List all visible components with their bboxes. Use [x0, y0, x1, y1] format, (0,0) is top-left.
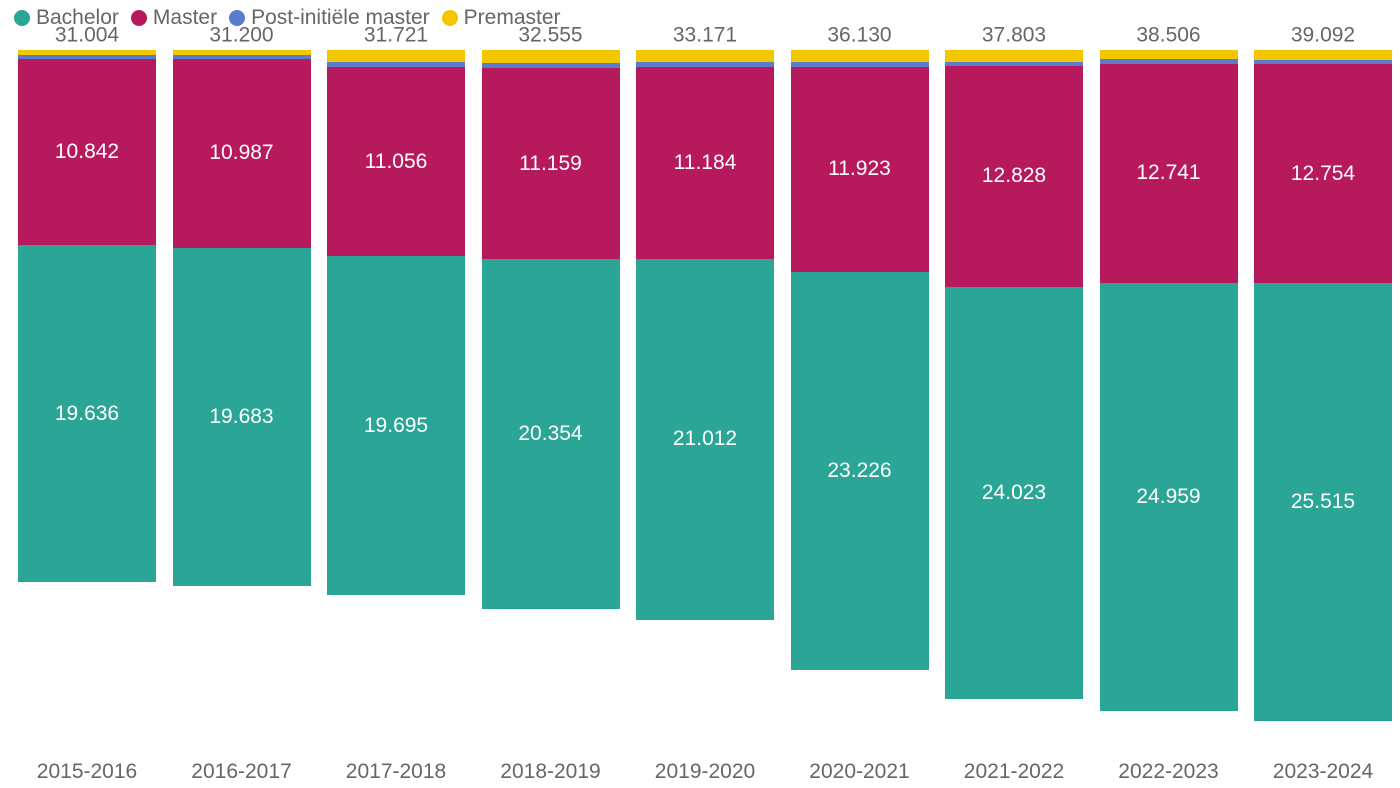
bar-segment[interactable]: 23.226	[791, 272, 929, 671]
bar-segment[interactable]	[1100, 59, 1238, 63]
bar-total-label: 36.130	[827, 24, 891, 48]
bars-row: 31.00419.63610.84231.20019.68310.98731.7…	[18, 50, 1392, 754]
segment-value-label: 21.012	[673, 427, 737, 451]
bar-stack[interactable]: 19.695 11.056	[327, 50, 465, 595]
segment-value-label: 19.683	[209, 405, 273, 429]
bar-segment[interactable]	[945, 62, 1083, 67]
segment-value-label: 12.828	[982, 164, 1046, 188]
bar-stack[interactable]: 24.959 12.741	[1100, 50, 1238, 711]
bar-segment[interactable]	[18, 50, 156, 55]
bar-segment[interactable]	[1100, 50, 1238, 59]
segment-value-label: 10.842	[55, 140, 119, 164]
bar-segment[interactable]	[1254, 60, 1392, 64]
bar-group: 37.80324.02312.828	[945, 50, 1083, 754]
bar-stack[interactable]: 24.023 12.828	[945, 50, 1083, 699]
segment-value-label: 23.226	[827, 459, 891, 483]
bar-stack[interactable]: 23.226 11.923	[791, 50, 929, 670]
segment-value-label: 10.987	[209, 141, 273, 165]
bar-group: 31.20019.68310.987	[173, 50, 311, 754]
bar-segment[interactable]	[791, 50, 929, 62]
x-axis-label: 2023-2024	[1254, 760, 1392, 784]
segment-value-label: 25.515	[1291, 490, 1355, 514]
x-axis-label: 2015-2016	[18, 760, 156, 784]
bar-segment[interactable]: 20.354	[482, 259, 620, 608]
bar-segment[interactable]	[636, 50, 774, 62]
segment-value-label: 11.056	[365, 150, 428, 174]
legend-marker	[131, 10, 147, 26]
bar-total-label: 31.721	[364, 24, 428, 48]
bar-stack[interactable]: 19.683 10.987	[173, 50, 311, 586]
bar-segment[interactable]: 10.987	[173, 59, 311, 248]
x-axis-labels: 2015-2016 2016-2017 2017-2018 2018-2019 2019…	[18, 760, 1392, 784]
segment-value-label: 11.159	[519, 152, 582, 176]
bar-segment[interactable]: 11.159	[482, 68, 620, 260]
bar-segment[interactable]: 12.828	[945, 66, 1083, 286]
bar-group: 38.50624.95912.741	[1100, 50, 1238, 754]
bar-segment[interactable]	[327, 50, 465, 62]
bar-segment[interactable]: 24.959	[1100, 283, 1238, 712]
bar-segment[interactable]	[173, 55, 311, 59]
bar-segment[interactable]: 19.695	[327, 256, 465, 594]
bar-segment[interactable]: 24.023	[945, 287, 1083, 699]
segment-value-label: 24.023	[982, 481, 1046, 505]
bar-segment[interactable]	[482, 63, 620, 68]
bar-segment[interactable]	[482, 50, 620, 63]
bar-stack[interactable]: 20.354 11.159	[482, 50, 620, 609]
x-axis-label: 2018-2019	[482, 760, 620, 784]
bar-total-label: 31.004	[55, 24, 119, 48]
segment-value-label: 11.923	[828, 157, 891, 181]
bar-stack[interactable]: 25.515 12.754	[1254, 50, 1392, 721]
bar-segment[interactable]	[791, 62, 929, 67]
x-axis-label: 2019-2020	[636, 760, 774, 784]
bar-group: 39.09225.51512.754	[1254, 50, 1392, 754]
plot-area: 31.00419.63610.84231.20019.68310.98731.7…	[18, 50, 1392, 754]
bar-total-label: 38.506	[1136, 24, 1200, 48]
segment-value-label: 24.959	[1136, 485, 1200, 509]
bar-group: 36.13023.22611.923	[791, 50, 929, 754]
bar-total-label: 39.092	[1291, 24, 1355, 48]
bar-total-label: 31.200	[209, 24, 273, 48]
bar-stack[interactable]: 19.636 10.842	[18, 50, 156, 582]
bar-segment[interactable]	[1254, 50, 1392, 60]
x-axis-label: 2021-2022	[945, 760, 1083, 784]
bar-total-label: 33.171	[673, 24, 737, 48]
segment-value-label: 12.754	[1291, 162, 1355, 186]
bar-segment[interactable]: 11.184	[636, 67, 774, 259]
bar-total-label: 32.555	[518, 24, 582, 48]
bar-group: 31.00419.63610.842	[18, 50, 156, 754]
bar-segment[interactable]: 25.515	[1254, 283, 1392, 721]
legend-label: Master	[153, 6, 217, 30]
x-axis-label: 2016-2017	[173, 760, 311, 784]
bar-segment[interactable]	[945, 50, 1083, 62]
stacked-bar-chart: BachelorMasterPost-initiële masterPremas…	[0, 0, 1400, 788]
segment-value-label: 12.741	[1136, 161, 1200, 185]
bar-segment[interactable]: 11.056	[327, 67, 465, 257]
legend-marker	[14, 10, 30, 26]
bar-segment[interactable]	[18, 55, 156, 59]
x-axis-label: 2022-2023	[1100, 760, 1238, 784]
legend-item[interactable]: Master	[131, 6, 217, 30]
bar-stack[interactable]: 21.012 11.184	[636, 50, 774, 620]
segment-value-label: 19.636	[55, 402, 119, 426]
bar-group: 31.72119.69511.056	[327, 50, 465, 754]
bar-segment[interactable]	[327, 62, 465, 67]
bar-group: 33.17121.01211.184	[636, 50, 774, 754]
bar-segment[interactable]: 12.754	[1254, 64, 1392, 283]
bar-segment[interactable]: 19.636	[18, 245, 156, 582]
x-axis-label: 2020-2021	[791, 760, 929, 784]
segment-value-label: 11.184	[674, 151, 737, 175]
bar-segment[interactable]: 21.012	[636, 259, 774, 620]
legend-marker	[442, 10, 458, 26]
bar-segment[interactable]	[636, 62, 774, 67]
segment-value-label: 20.354	[518, 422, 582, 446]
bar-segment[interactable]	[173, 50, 311, 55]
x-axis-label: 2017-2018	[327, 760, 465, 784]
bar-segment[interactable]: 12.741	[1100, 64, 1238, 283]
bar-segment[interactable]: 10.842	[18, 59, 156, 245]
segment-value-label: 19.695	[364, 414, 428, 438]
bar-segment[interactable]: 19.683	[173, 248, 311, 586]
bar-total-label: 37.803	[982, 24, 1046, 48]
bar-segment[interactable]: 11.923	[791, 67, 929, 272]
bar-group: 32.55520.35411.159	[482, 50, 620, 754]
